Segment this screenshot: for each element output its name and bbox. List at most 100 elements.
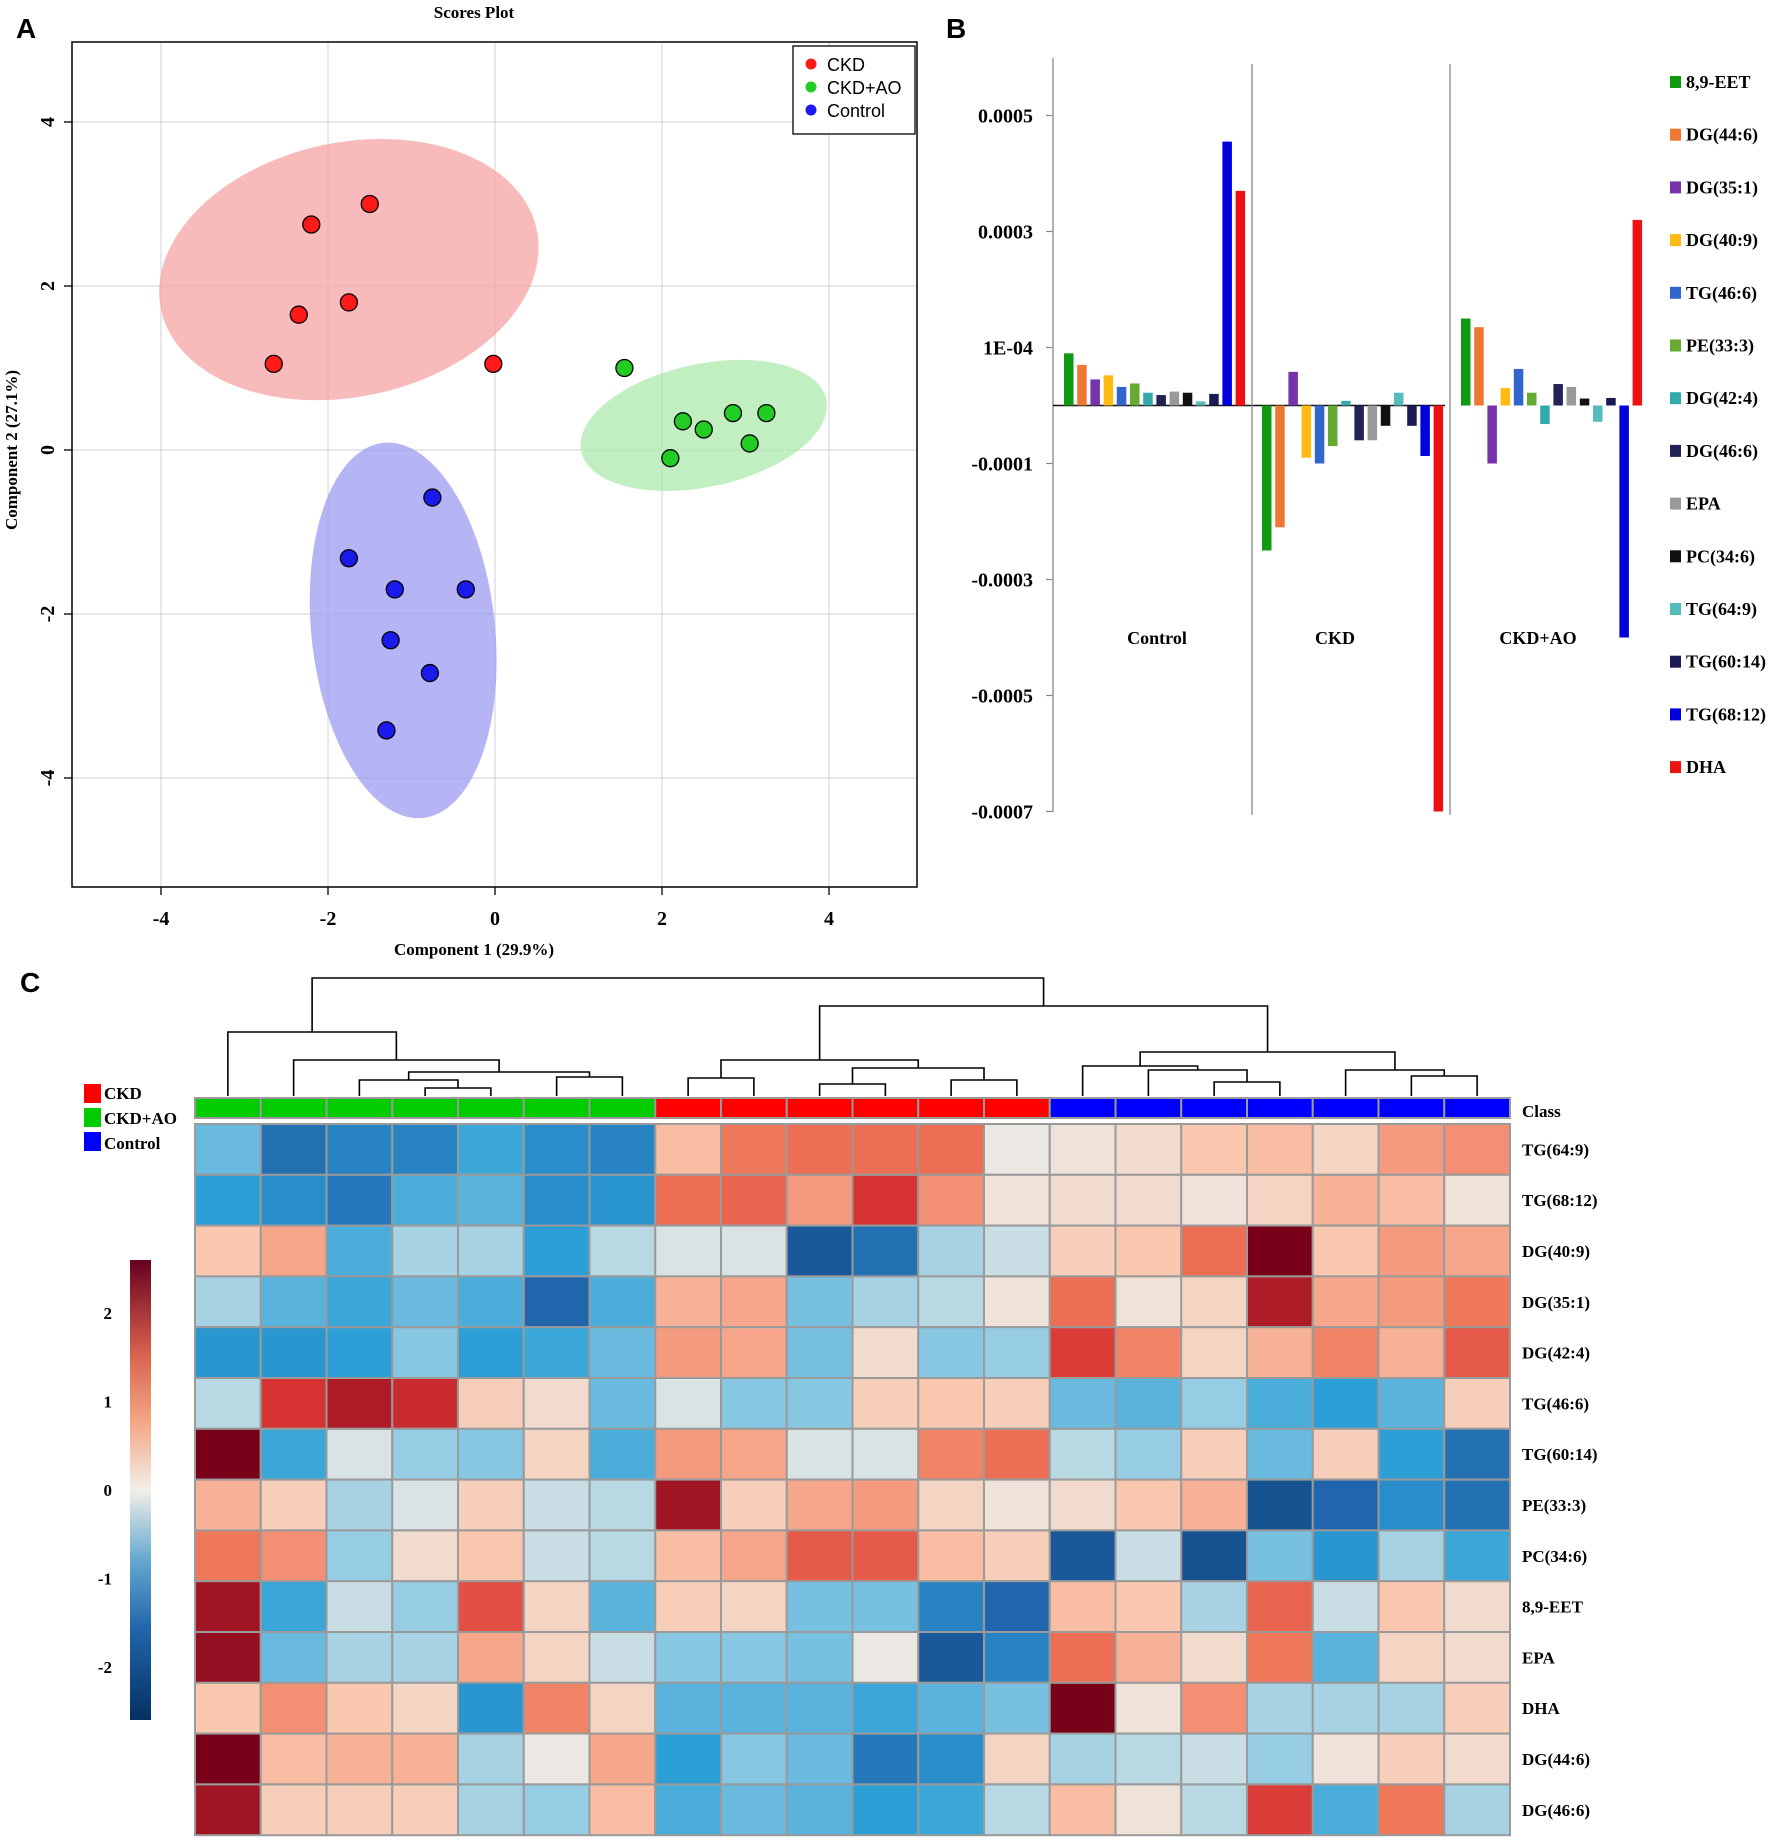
scatter-point-ckd — [339, 293, 359, 312]
bar-control-pe-33-3 — [1130, 383, 1140, 406]
heatmap-cell-dg-44-6 — [457, 1732, 525, 1786]
heatmap-cell-dg-40-9 — [917, 1224, 985, 1278]
heatmap-cell-dg-44-6 — [1377, 1732, 1446, 1786]
heatmap-cell-dg-40-9 — [194, 1224, 262, 1278]
legend-label-pc-34-6: PC(34:6) — [1686, 546, 1755, 567]
bar-control-dg-46-6 — [1156, 395, 1166, 406]
bar-chart-area: 0.0005 0.0003 1E-04 -0.0001 -0.0003 -0.0005 -0… — [971, 58, 1643, 824]
heatmap-cell-pe-33-3 — [391, 1478, 459, 1532]
class-bar-cell-ckd-ao — [457, 1097, 525, 1119]
heatmap-cell-tg-68-12 — [325, 1173, 394, 1227]
heatmap-cell-tg-46-6 — [1311, 1377, 1380, 1430]
heatmap-cell-tg-64-9 — [785, 1123, 854, 1176]
heatmap-cell-dg-42-4 — [1443, 1326, 1511, 1379]
heatmap-cell-tg-60-14 — [654, 1427, 722, 1481]
heatmap-cell-dg-42-4 — [1048, 1326, 1117, 1379]
legend-label-tg-46-6: TG(46:6) — [1686, 283, 1757, 304]
scatter-point-control — [420, 663, 440, 683]
heatmap-grid — [194, 1123, 1511, 1837]
panel-label-c: C — [20, 967, 40, 998]
bar-y-tick-label: -0.0005 — [971, 686, 1033, 708]
legend-swatch-dg-44-6 — [1670, 128, 1681, 141]
legend-swatch-dg-46-6 — [1670, 444, 1681, 457]
panel-label-b: B — [946, 13, 966, 44]
heatmap-cell-dg-44-6 — [259, 1732, 328, 1786]
heatmap-cell-dha — [851, 1681, 920, 1735]
heatmap-cell-dg-40-9 — [983, 1224, 1051, 1278]
heatmap-cell-dg-42-4 — [194, 1326, 262, 1379]
heatmap-cell-8-9-eet — [588, 1580, 657, 1633]
colorbar-tick-label: 0 — [104, 1481, 113, 1500]
heatmap-cell-dha — [785, 1681, 854, 1735]
legend-swatch-dg-35-1 — [1670, 181, 1681, 194]
heatmap-cell-tg-60-14 — [785, 1427, 854, 1481]
panel-b-bar-chart: B 0.0005 0.0003 1E-04 -0.0001 -0.0003 -0.0005… — [946, 13, 1766, 824]
bar-ckd-ao-8-9-eet — [1461, 318, 1471, 406]
heatmap-cell-tg-46-6 — [194, 1377, 262, 1430]
bar-control-dg-42-4 — [1143, 392, 1153, 406]
panel-a-scores-plot: A Scores Plot Component 1 (29.9%) Compon… — [2, 3, 918, 959]
heatmap-cell-epa — [851, 1631, 920, 1684]
heatmap-cell-dg-40-9 — [720, 1224, 788, 1278]
x-tick-label: -4 — [153, 908, 170, 930]
heatmap-cell-tg-46-6 — [588, 1377, 657, 1430]
y-tick-label: 4 — [37, 117, 59, 127]
bar-ckd-ao-tg-68-12 — [1619, 405, 1629, 638]
class-bar-cell-control — [1377, 1097, 1446, 1119]
bar-control-dha — [1235, 190, 1246, 406]
class-bar-cell-control — [1114, 1097, 1183, 1119]
heatmap-cell-dg-40-9 — [654, 1224, 722, 1278]
bar-ckd-ao-tg-46-6 — [1513, 368, 1524, 406]
heatmap-cell-tg-46-6 — [391, 1377, 459, 1430]
heatmap-cell-dg-44-6 — [785, 1732, 854, 1786]
heatmap-cell-8-9-eet — [522, 1580, 591, 1633]
heatmap-cell-pc-34-6 — [325, 1529, 394, 1583]
scores-plot-legend: CKD CKD+AO Control — [792, 45, 916, 135]
heatmap-cell-pc-34-6 — [457, 1529, 525, 1583]
scores-plot-area: -4 -2 0 2 4 -4 -2 0 2 4 — [37, 41, 918, 930]
class-bar-cell-ckd-ao — [194, 1097, 262, 1119]
heatmap-cell-tg-68-12 — [457, 1173, 525, 1227]
heatmap-cell-dg-44-6 — [1246, 1732, 1314, 1786]
heatmap-cell-dg-44-6 — [1311, 1732, 1380, 1786]
heatmap-cell-pe-33-3 — [259, 1478, 328, 1532]
legend-label-dg-42-4: DG(42:4) — [1686, 388, 1758, 409]
heatmap-cell-pe-33-3 — [917, 1478, 985, 1532]
heatmap-cell-dg-42-4 — [785, 1326, 854, 1379]
heatmap-cell-tg-60-14 — [1048, 1427, 1117, 1481]
row-label-tg-68-12: TG(68:12) — [1522, 1191, 1598, 1210]
heatmap-cell-tg-64-9 — [1180, 1123, 1248, 1176]
bar-ckd-epa — [1367, 405, 1378, 441]
heatmap-cell-dg-44-6 — [1048, 1732, 1117, 1786]
heatmap-cell-tg-64-9 — [259, 1123, 328, 1176]
scatter-point-ckd-ao — [723, 403, 743, 423]
legend-label-control: Control — [827, 101, 885, 121]
heatmap-cell-dg-40-9 — [522, 1224, 591, 1278]
heatmap-cell-pe-33-3 — [1048, 1478, 1117, 1532]
heatmap-cell-tg-46-6 — [259, 1377, 328, 1430]
scatter-point-ckd-ao — [694, 420, 713, 439]
bar-y-tick-label: -0.0003 — [971, 570, 1033, 592]
heatmap-cell-8-9-eet — [259, 1580, 328, 1633]
legend-marker-ckd — [805, 58, 817, 70]
legend-swatch-tg-60-14 — [1670, 655, 1681, 668]
heatmap-cell-pe-33-3 — [851, 1478, 920, 1532]
heatmap-cell-pe-33-3 — [720, 1478, 788, 1532]
heatmap-cell-pe-33-3 — [325, 1478, 394, 1532]
legend-label-8-9-eet: 8,9-EET — [1686, 72, 1751, 92]
class-legend-label-ckd-ao: CKD+AO — [104, 1109, 177, 1128]
heatmap-cell-tg-64-9 — [1114, 1123, 1183, 1176]
heatmap-cell-dg-35-1 — [325, 1275, 394, 1329]
heatmap-cell-dg-35-1 — [851, 1275, 920, 1329]
heatmap-cell-dg-44-6 — [588, 1732, 657, 1786]
heatmap-cell-tg-64-9 — [1311, 1123, 1380, 1176]
heatmap-cell-dha — [1048, 1681, 1117, 1735]
bar-ckd-dg-46-6 — [1354, 405, 1364, 441]
heatmap-cell-dha — [1377, 1681, 1446, 1735]
colorbar-tick-label: 1 — [104, 1393, 113, 1412]
bar-category-label: CKD — [1315, 628, 1355, 648]
heatmap-cell-dg-42-4 — [259, 1326, 328, 1379]
row-label-dg-46-6: DG(46:6) — [1522, 1801, 1590, 1820]
heatmap-cell-8-9-eet — [1377, 1580, 1446, 1633]
heatmap-cell-dg-35-1 — [1180, 1275, 1248, 1329]
